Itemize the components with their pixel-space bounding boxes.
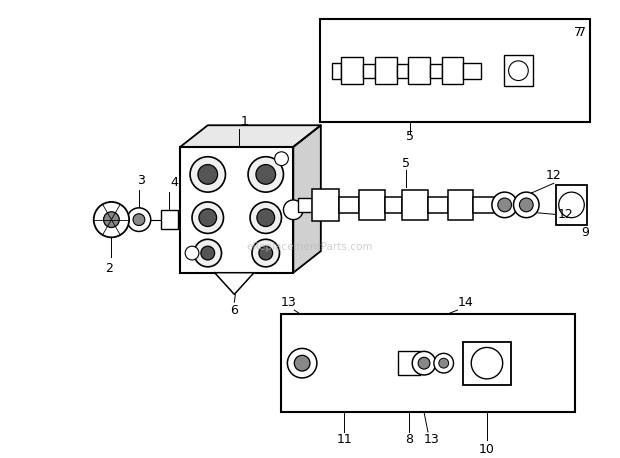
Text: 3: 3	[137, 174, 145, 187]
Bar	[332, 63, 342, 79]
Text: 9: 9	[582, 226, 589, 239]
Circle shape	[259, 246, 273, 260]
Bar	[375, 57, 397, 84]
Bar	[448, 190, 473, 220]
Text: 6: 6	[231, 304, 238, 316]
Text: 7: 7	[578, 27, 587, 39]
Bar	[340, 197, 359, 213]
Circle shape	[520, 198, 533, 212]
Text: 11: 11	[337, 433, 352, 447]
Circle shape	[190, 157, 226, 192]
Bar	[280, 314, 575, 412]
Circle shape	[201, 246, 215, 260]
Circle shape	[559, 192, 584, 218]
Text: 12: 12	[546, 169, 562, 182]
Bar	[359, 190, 385, 220]
Text: 5: 5	[402, 157, 410, 170]
Bar	[463, 63, 481, 79]
Bar	[430, 64, 441, 77]
Circle shape	[250, 202, 281, 234]
Text: 10: 10	[479, 443, 495, 456]
Bar	[180, 147, 293, 273]
Bar	[503, 55, 533, 87]
Circle shape	[127, 208, 151, 231]
Bar	[298, 198, 312, 212]
Circle shape	[199, 209, 216, 227]
Bar	[397, 64, 409, 77]
Polygon shape	[180, 125, 321, 147]
Circle shape	[133, 214, 145, 225]
Text: 4: 4	[170, 176, 179, 189]
Polygon shape	[293, 125, 321, 273]
Circle shape	[294, 355, 310, 371]
Circle shape	[198, 164, 218, 184]
Bar	[385, 197, 402, 213]
Circle shape	[256, 164, 276, 184]
Circle shape	[412, 351, 436, 375]
Circle shape	[439, 358, 449, 368]
Bar	[556, 185, 587, 224]
Circle shape	[275, 152, 288, 166]
Circle shape	[434, 353, 454, 373]
Circle shape	[252, 239, 280, 267]
Text: 7: 7	[574, 27, 582, 39]
Bar	[363, 64, 375, 77]
Circle shape	[192, 202, 223, 234]
Circle shape	[508, 61, 528, 81]
Circle shape	[94, 202, 129, 237]
Circle shape	[418, 357, 430, 369]
Bar	[409, 57, 430, 84]
Bar	[161, 210, 179, 229]
Circle shape	[194, 239, 221, 267]
Text: eReplacementParts.com: eReplacementParts.com	[247, 242, 373, 252]
Text: 14: 14	[458, 296, 473, 309]
Circle shape	[471, 348, 503, 379]
Circle shape	[283, 200, 303, 220]
Text: 13: 13	[280, 296, 296, 309]
Circle shape	[185, 246, 199, 260]
Circle shape	[288, 349, 317, 378]
Circle shape	[498, 198, 511, 212]
Text: 5: 5	[406, 130, 414, 142]
Bar	[312, 189, 340, 221]
Bar	[441, 57, 463, 84]
Circle shape	[513, 192, 539, 218]
Polygon shape	[215, 273, 254, 294]
Bar	[473, 197, 501, 213]
Bar	[342, 57, 363, 84]
Text: 8: 8	[405, 433, 414, 447]
Circle shape	[492, 192, 518, 218]
Text: 2: 2	[105, 262, 113, 275]
Bar	[463, 342, 510, 385]
Circle shape	[257, 209, 275, 227]
Bar	[320, 19, 590, 122]
Text: 1: 1	[240, 115, 248, 128]
Circle shape	[248, 157, 283, 192]
Bar	[402, 190, 428, 220]
Bar	[428, 197, 448, 213]
Circle shape	[104, 212, 119, 228]
Bar	[399, 351, 420, 375]
Text: 12: 12	[558, 208, 574, 221]
Text: 13: 13	[424, 433, 440, 447]
